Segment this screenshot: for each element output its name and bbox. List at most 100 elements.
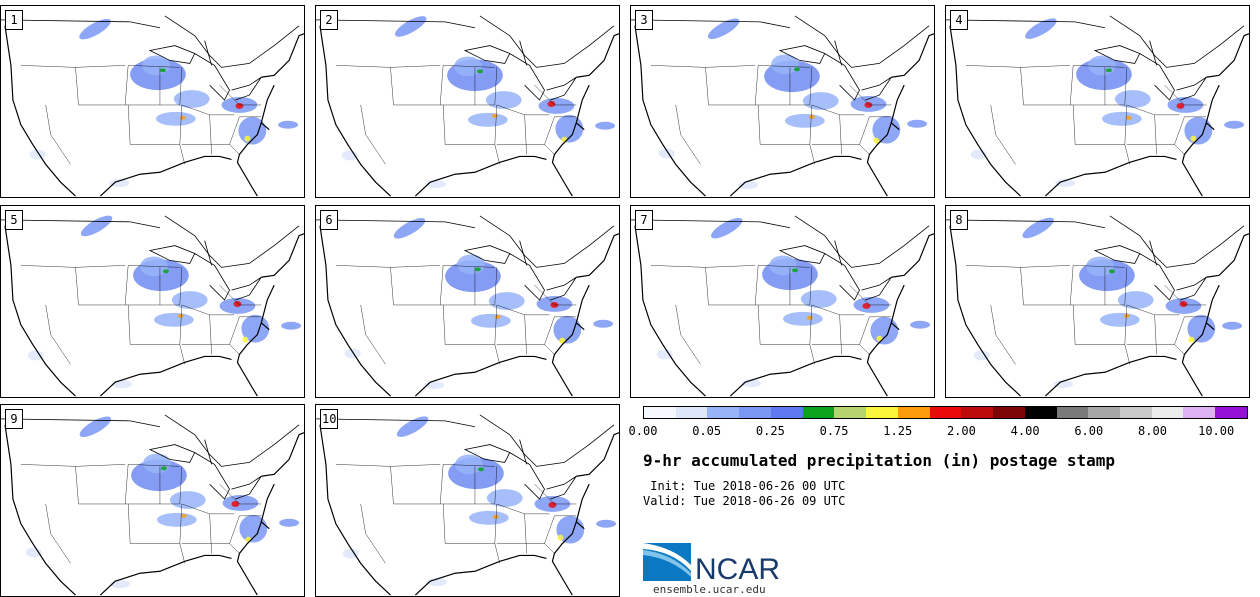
state-border	[45, 503, 71, 564]
precip-area	[808, 114, 815, 119]
precip-area	[79, 18, 111, 40]
state-border	[442, 503, 498, 544]
precip-area	[593, 319, 614, 328]
west-coastline	[4, 424, 76, 596]
precip-area	[1224, 120, 1245, 129]
state-border	[440, 267, 498, 306]
colorbar-swatch	[1215, 407, 1247, 418]
colorbar-swatch	[866, 407, 898, 418]
precip-area	[80, 215, 113, 237]
state-border	[965, 265, 1024, 305]
state-border	[839, 314, 842, 355]
precip-area	[344, 348, 361, 359]
precip-map	[316, 15, 619, 197]
gulf-coastline	[414, 554, 547, 596]
state-border	[859, 144, 870, 155]
precip-area	[457, 254, 485, 275]
west-coastline	[634, 25, 706, 197]
precip-area	[110, 580, 131, 589]
state-border	[20, 65, 79, 105]
state-border	[1023, 265, 1074, 306]
great-lakes	[1093, 240, 1207, 301]
west-coastline	[949, 25, 1021, 197]
east-coastline	[551, 33, 619, 197]
east-coastline	[1181, 33, 1249, 197]
state-border	[1174, 344, 1185, 355]
precip-area	[656, 349, 673, 360]
canada-border	[316, 215, 615, 268]
state-border	[229, 344, 240, 355]
precip-area	[112, 380, 133, 389]
state-border	[990, 104, 1016, 165]
state-border	[78, 464, 129, 505]
canada-border	[631, 15, 930, 68]
east-coastline	[866, 33, 934, 197]
precip-area	[559, 337, 566, 344]
precip-map	[631, 215, 934, 397]
member-number: 1	[5, 10, 23, 30]
state-border	[494, 543, 500, 564]
state-border	[990, 304, 1016, 365]
great-lakes	[778, 240, 892, 301]
state-border	[650, 65, 709, 105]
state-border	[179, 344, 185, 365]
member-number: 7	[635, 210, 653, 230]
state-border	[45, 104, 71, 165]
state-border	[20, 265, 79, 305]
colorbar-tick-label: 0.75	[819, 424, 849, 438]
state-border	[229, 144, 240, 155]
state-border	[524, 314, 527, 355]
state-border	[1070, 267, 1128, 306]
init-time: Init: Tue 2018-06-26 00 UTC	[643, 479, 846, 493]
precip-area	[800, 290, 837, 308]
precip-area	[394, 16, 427, 37]
colorbar-tick-label: 0.05	[692, 424, 722, 438]
state-border	[179, 144, 185, 165]
precip-area	[231, 500, 240, 507]
state-border	[20, 464, 79, 504]
state-border	[758, 265, 810, 268]
gulf-coastline	[414, 355, 547, 397]
precip-area	[29, 149, 46, 160]
precip-area	[159, 68, 166, 73]
precip-area	[467, 112, 508, 127]
map-panel-10: 10	[315, 404, 620, 597]
colorbar-swatch	[1088, 407, 1121, 418]
gulf-coastline	[729, 355, 862, 397]
gulf-coastline	[99, 155, 232, 197]
map-panel-4: 4	[945, 5, 1250, 198]
state-border	[809, 344, 815, 365]
member-number: 5	[5, 210, 23, 230]
logo-text: NCAR	[695, 553, 780, 583]
state-border	[360, 304, 386, 365]
member-number: 8	[950, 210, 968, 230]
map-panel-1: 1	[0, 5, 305, 198]
state-border	[128, 265, 180, 268]
precip-area	[1176, 102, 1185, 109]
state-border	[393, 265, 444, 306]
precip-area	[1025, 18, 1057, 39]
precip-area	[393, 217, 426, 239]
precip-area	[486, 489, 523, 507]
precip-area	[1114, 90, 1151, 108]
colorbar-swatch	[993, 407, 1025, 418]
state-border	[534, 85, 577, 106]
precip-area	[707, 18, 740, 40]
precip-area	[806, 315, 813, 320]
precip-area	[876, 335, 883, 342]
precip-area	[595, 121, 616, 130]
state-border	[708, 265, 759, 306]
precip-area	[281, 321, 302, 330]
canada-border	[1, 15, 300, 68]
precip-area	[476, 69, 483, 74]
precip-area	[492, 514, 499, 519]
great-lakes	[148, 439, 262, 500]
state-border	[390, 65, 441, 68]
state-border	[360, 104, 386, 165]
precip-area	[153, 312, 194, 327]
precip-area	[233, 301, 242, 307]
precip-area	[769, 255, 797, 276]
precip-area	[279, 518, 300, 527]
state-border	[390, 464, 441, 467]
gulf-coastline	[414, 155, 547, 197]
